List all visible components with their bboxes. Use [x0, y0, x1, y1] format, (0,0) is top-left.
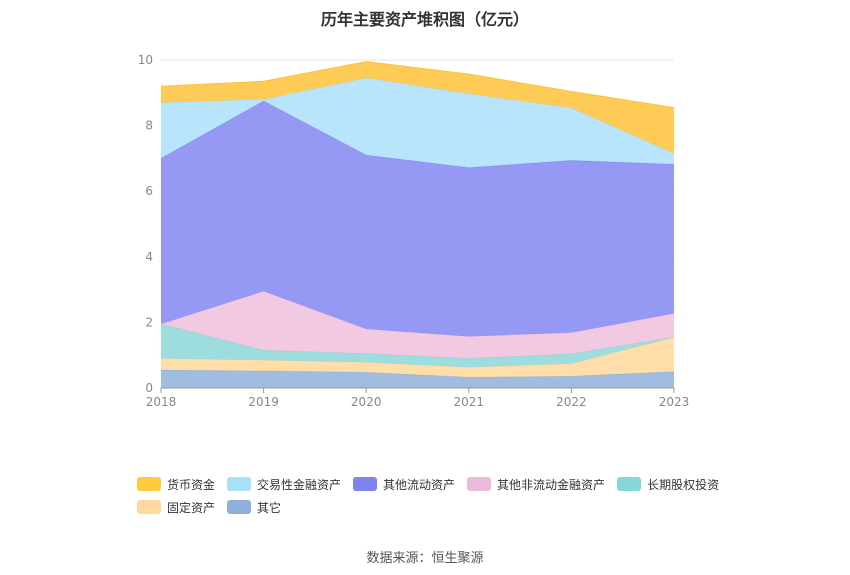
legend-item[interactable]: 固定资产	[137, 499, 215, 516]
legend-item[interactable]: 其他非流动金融资产	[467, 476, 605, 493]
legend-swatch	[617, 477, 642, 491]
y-tick-label: 10	[138, 53, 153, 67]
legend-label: 固定资产	[167, 500, 216, 515]
legend: 货币资金 交易性金融资产 其他流动资产 其他非流动金融资产 长期股权投资固定资产 其它	[137, 473, 737, 519]
y-tick-label: 0	[145, 381, 153, 395]
area-series-edge-6	[160, 61, 675, 109]
legend-item[interactable]: 货币资金	[137, 476, 215, 493]
legend-label: 其它	[257, 500, 282, 515]
data-source: 数据来源：恒生聚源	[366, 551, 484, 566]
area-series-3[interactable]	[161, 291, 674, 359]
legend-label: 其他流动资产	[383, 477, 456, 492]
x-tick-label: 2019	[248, 395, 279, 409]
legend-label: 货币资金	[167, 477, 216, 492]
area-series-2[interactable]	[161, 324, 674, 368]
area-series-4[interactable]	[161, 101, 674, 337]
axis-layer: 0 2 4 6 8 10 2018 2019 2020 2021 2022 2023	[138, 53, 690, 409]
y-tick-label: 2	[145, 315, 153, 329]
legend-row: 固定资产 其它	[137, 496, 737, 518]
legend-item[interactable]: 长期股权投资	[617, 476, 719, 493]
area-layer	[160, 61, 675, 388]
legend-swatch	[227, 500, 252, 514]
x-tick-label: 2023	[659, 395, 690, 409]
legend-swatch	[137, 477, 161, 491]
x-tick-label: 2018	[146, 395, 177, 409]
area-series-6[interactable]	[161, 61, 674, 154]
legend-swatch	[227, 477, 252, 491]
legend-label: 交易性金融资产	[257, 477, 342, 492]
x-tick-label: 2021	[454, 395, 485, 409]
legend-item[interactable]: 其它	[227, 499, 281, 516]
legend-swatch	[353, 477, 378, 491]
legend-row: 货币资金 交易性金融资产 其他流动资产 其他非流动金融资产 长期股权投资	[137, 473, 737, 495]
stacked-area-chart: 0 2 4 6 8 10 2018 2019 2020 2021 2022 2023	[138, 53, 690, 409]
y-tick-label: 4	[145, 250, 153, 264]
legend-swatch	[137, 500, 161, 514]
legend-label: 长期股权投资	[647, 477, 720, 492]
x-tick-label: 2020	[351, 395, 382, 409]
legend-swatch	[467, 477, 492, 491]
legend-item[interactable]: 其他流动资产	[353, 476, 455, 493]
chart-title: 历年主要资产堆积图（亿元）	[320, 10, 529, 29]
area-series-1[interactable]	[161, 337, 674, 378]
legend-item[interactable]: 交易性金融资产	[227, 476, 341, 493]
area-series-0[interactable]	[161, 370, 674, 388]
x-tick-label: 2022	[556, 395, 587, 409]
legend-label: 其他非流动金融资产	[497, 477, 606, 492]
area-series-5[interactable]	[161, 78, 674, 168]
y-tick-label: 8	[145, 119, 153, 133]
y-tick-label: 6	[145, 184, 153, 198]
